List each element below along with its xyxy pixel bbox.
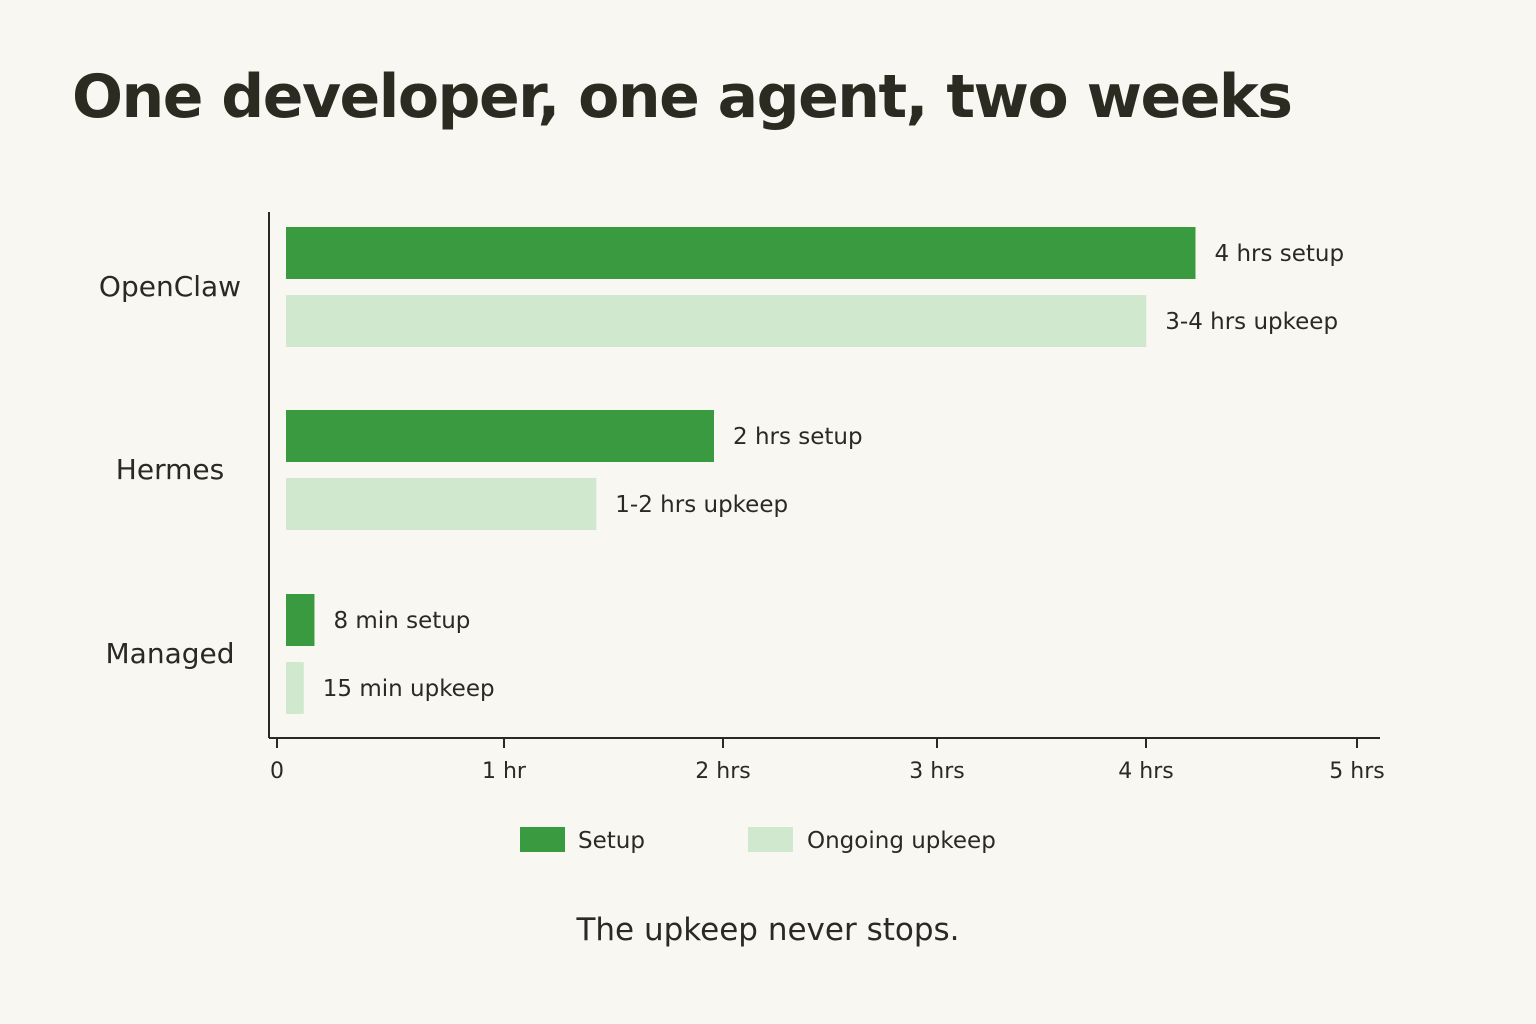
category-label: OpenClaw	[99, 270, 241, 303]
data-label: 4 hrs setup	[1215, 241, 1345, 267]
chart-title: One developer, one agent, two weeks	[72, 62, 1293, 132]
legend-swatch-upkeep	[748, 827, 793, 852]
bar-openclaw-setup	[286, 227, 1196, 279]
bar-hermes-setup	[286, 410, 714, 462]
x-tick-label: 3 hrs	[909, 759, 964, 784]
data-label: 8 min setup	[333, 608, 470, 634]
labels-layer: 4 hrs setup 3-4 hrs upkeep OpenClaw 2 hrs s…	[99, 241, 1385, 784]
bar-hermes-upkeep	[286, 478, 597, 530]
axes-layer	[268, 212, 1380, 748]
legend: Setup Ongoing upkeep	[520, 827, 996, 854]
data-label: 2 hrs setup	[733, 424, 863, 450]
category-label: Managed	[106, 637, 235, 670]
category-label: Hermes	[116, 453, 224, 486]
bar-openclaw-upkeep	[286, 295, 1147, 347]
legend-label-setup: Setup	[578, 828, 645, 854]
x-tick-label: 1 hr	[482, 759, 527, 784]
x-tick-label: 2 hrs	[695, 759, 750, 784]
x-tick-label: 5 hrs	[1329, 759, 1384, 784]
legend-label-upkeep: Ongoing upkeep	[807, 828, 996, 854]
chart-caption: The upkeep never stops.	[576, 912, 960, 948]
x-tick-label: 4 hrs	[1118, 759, 1173, 784]
data-label: 3-4 hrs upkeep	[1165, 309, 1338, 335]
bar-managed-upkeep	[286, 662, 304, 714]
x-tick-label: 0	[270, 759, 284, 784]
data-label: 1-2 hrs upkeep	[615, 492, 788, 518]
bars-layer	[286, 227, 1196, 714]
legend-swatch-setup	[520, 827, 565, 852]
bar-managed-setup	[286, 594, 315, 646]
data-label: 15 min upkeep	[323, 676, 495, 702]
